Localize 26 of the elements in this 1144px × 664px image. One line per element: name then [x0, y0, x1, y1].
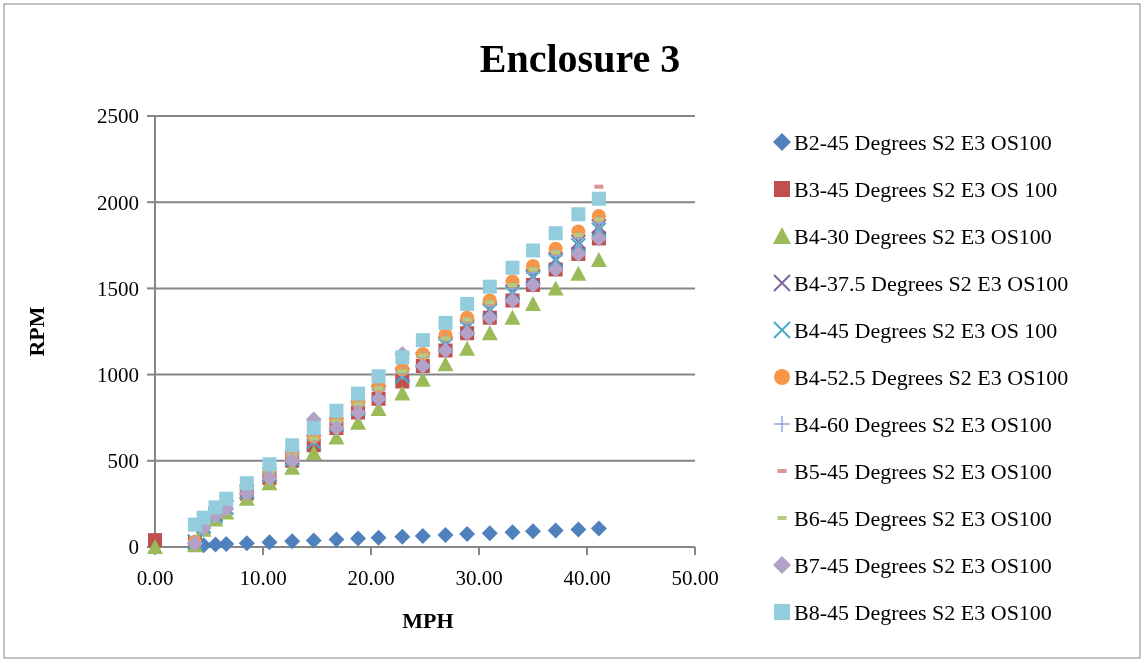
legend-label: B4-52.5 Degrees S2 E3 OS100: [794, 364, 1069, 390]
legend-label: B6-45 Degrees S2 E3 OS100: [794, 505, 1052, 531]
x-axis-title: MPH: [402, 608, 454, 633]
y-tick-label: 0: [128, 535, 139, 560]
legend-label: B4-60 Degrees S2 E3 OS100: [794, 411, 1052, 437]
legend-label: B3-45 Degrees S2 E3 OS 100: [794, 176, 1058, 202]
y-tick-label: 2000: [97, 190, 139, 215]
legend-label: B5-45 Degrees S2 E3 OS100: [794, 458, 1052, 484]
y-tick-label: 2500: [97, 104, 139, 129]
x-tick-label: 40.00: [563, 566, 611, 590]
legend-label: B8-45 Degrees S2 E3 OS100: [794, 599, 1052, 625]
x-tick-label: 10.00: [239, 566, 287, 590]
y-tick-label: 1500: [97, 276, 139, 301]
y-axis-title: RPM: [24, 306, 49, 357]
legend-label: B4-45 Degrees S2 E3 OS 100: [794, 317, 1058, 343]
y-tick-label: 1000: [97, 362, 139, 387]
chart-title: Enclosure 3: [479, 36, 681, 81]
x-tick-label: 20.00: [347, 566, 395, 590]
x-tick-label: 50.00: [671, 566, 719, 590]
legend-label: B7-45 Degrees S2 E3 OS100: [794, 552, 1052, 578]
y-tick-label: 500: [107, 449, 139, 474]
legend-label: B4-30 Degrees S2 E3 OS100: [794, 223, 1052, 249]
x-tick-label: 30.00: [455, 566, 503, 590]
legend-label: B4-37.5 Degrees S2 E3 OS100: [794, 270, 1069, 296]
x-tick-label: 0.00: [136, 566, 174, 590]
legend-label: B2-45 Degrees S2 E3 OS100: [794, 129, 1052, 155]
